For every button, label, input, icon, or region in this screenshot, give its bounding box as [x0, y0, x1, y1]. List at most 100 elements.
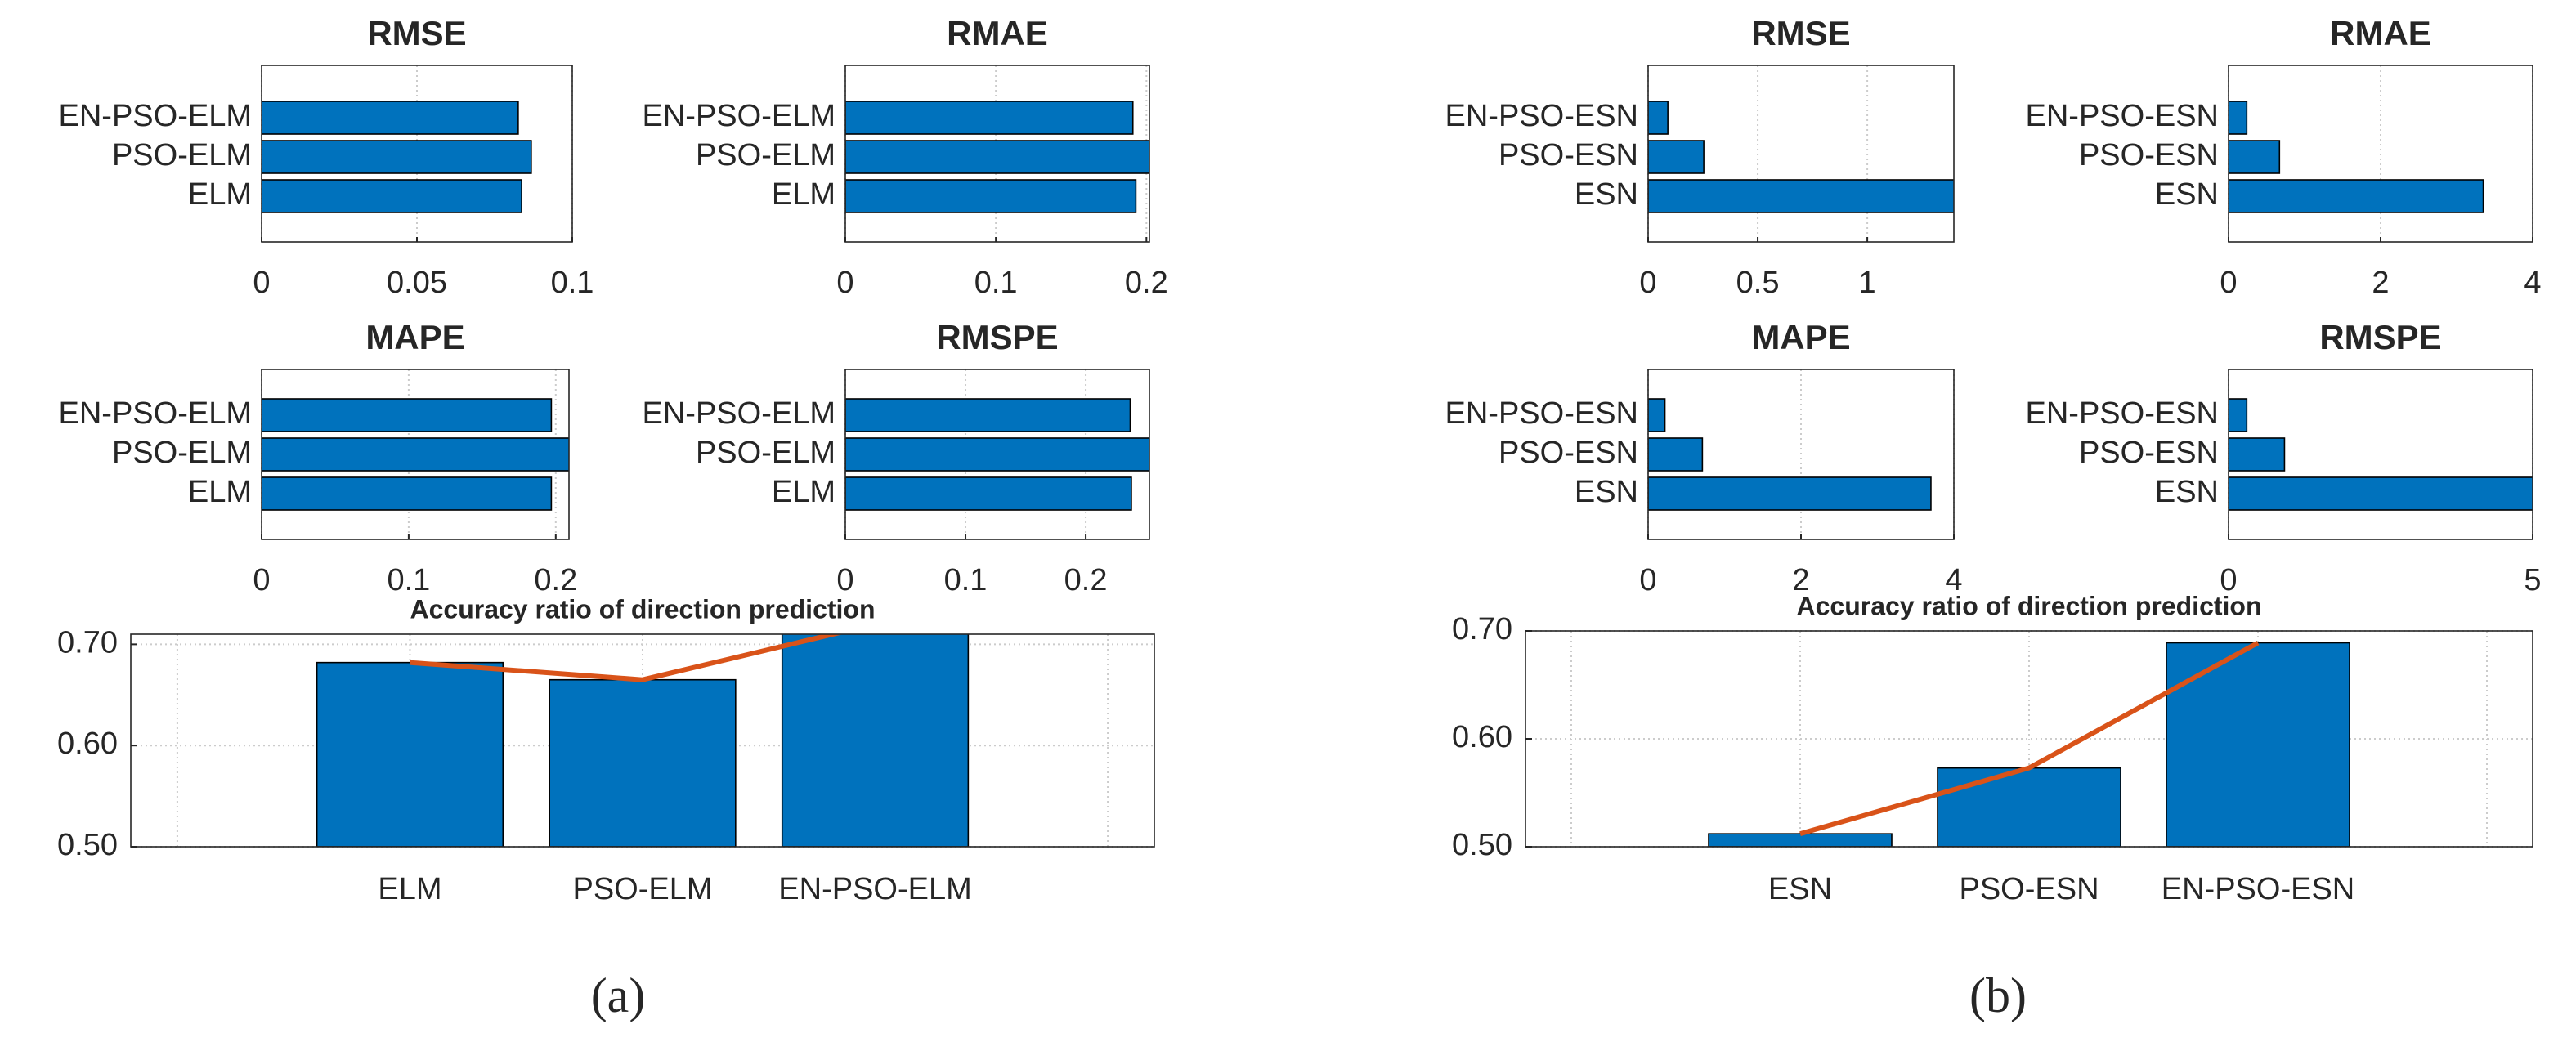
bar	[1648, 101, 1669, 135]
chart-title: RMAE	[947, 14, 1048, 52]
axes-box	[2228, 369, 2533, 540]
x-tick-label: 0	[2220, 563, 2237, 597]
bar	[845, 179, 1137, 213]
axes-box	[844, 369, 1150, 540]
axes-box	[844, 65, 1150, 243]
subplot: MAPE 0 0.1 0.2 ELM PSO-ELM EN-PSO-ELM	[59, 318, 578, 597]
y-tick-label: PSO-ESN	[2079, 436, 2219, 470]
bar	[2229, 140, 2281, 174]
x-tick-label: ELM	[378, 872, 441, 906]
x-tick-label: 0.5	[1736, 266, 1780, 300]
bar	[1648, 398, 1666, 432]
bar	[2166, 642, 2350, 847]
y-tick-label: EN-PSO-ELM	[59, 99, 252, 133]
bar	[262, 476, 553, 511]
line-series	[410, 634, 844, 682]
chart-title: RMAE	[2330, 14, 2431, 52]
axes-box	[130, 633, 1155, 848]
y-tick-label: EN-PSO-ELM	[643, 99, 836, 133]
x-tick-label: 0	[1639, 563, 1656, 597]
x-tick-label: 2	[2372, 266, 2389, 300]
x-tick-label: 0	[836, 266, 853, 300]
axes-box	[1647, 369, 1955, 540]
x-tick-label: 0	[836, 563, 853, 597]
bar	[1648, 140, 1705, 174]
y-tick-label: PSO-ELM	[696, 436, 836, 470]
x-tick-label: PSO-ELM	[572, 872, 712, 906]
bar	[316, 661, 504, 847]
x-tick-label: 0	[2220, 266, 2237, 300]
axes-box	[1647, 65, 1955, 243]
y-tick-label: PSO-ESN	[2079, 138, 2219, 172]
subplot: RMAE 0 2 4 ESN PSO-ESN EN-PSO-ESN	[2026, 14, 2542, 300]
y-tick-label: ESN	[1575, 475, 1638, 509]
bar	[845, 437, 1149, 472]
x-tick-label: 0.2	[534, 563, 577, 597]
x-tick-label: 0.1	[551, 266, 594, 300]
bar	[549, 678, 737, 847]
bar	[845, 140, 1149, 174]
y-tick-label: PSO-ELM	[112, 138, 252, 172]
bar	[781, 634, 970, 847]
bar	[845, 101, 1134, 135]
chart-title: MAPE	[1751, 318, 1850, 356]
bar	[845, 476, 1132, 511]
y-tick-label: EN-PSO-ESN	[1445, 99, 1638, 133]
panel-label: (b)	[1969, 968, 2027, 1022]
y-tick-label: EN-PSO-ELM	[59, 396, 252, 431]
x-tick-label: EN-PSO-ESN	[2162, 872, 2354, 906]
panel-label: (a)	[591, 968, 646, 1022]
x-tick-label: 0.2	[1125, 266, 1168, 300]
bar	[1648, 437, 1704, 472]
y-tick-label: PSO-ELM	[696, 138, 836, 172]
line-series	[1799, 640, 2260, 837]
subplot: Accuracy ratio of direction prediction 0.…	[57, 594, 1155, 906]
axes-box	[2228, 65, 2533, 243]
bar	[1648, 476, 1932, 511]
y-tick-label: EN-PSO-ESN	[2026, 396, 2219, 431]
bar	[845, 398, 1131, 432]
x-tick-label: 0.2	[1064, 563, 1108, 597]
bar	[2229, 437, 2286, 472]
bar	[1708, 833, 1893, 847]
subplot: RMSE 0 0.05 0.1 ELM PSO-ELM EN-PSO-ELM	[59, 14, 594, 300]
y-tick-label: ESN	[2155, 475, 2219, 509]
y-tick-label: EN-PSO-ELM	[643, 396, 836, 431]
bar	[262, 179, 522, 213]
y-tick-label: PSO-ESN	[1499, 436, 1638, 470]
y-tick-label: 0.50	[57, 828, 118, 862]
x-tick-label: 4	[2524, 266, 2541, 300]
x-tick-label: ESN	[1768, 872, 1832, 906]
axes-box	[1525, 630, 2533, 848]
subplot: RMSPE 0 5 ESN PSO-ESN EN-PSO-ESN	[2026, 318, 2542, 597]
chart-title: RMSE	[367, 14, 466, 52]
y-tick-label: ESN	[2155, 177, 2219, 212]
y-tick-label: 0.70	[57, 625, 118, 660]
y-tick-label: PSO-ESN	[1499, 138, 1638, 172]
subplot: RMSPE 0 0.1 0.2 ELM PSO-ELM EN-PSO-ELM	[643, 318, 1150, 597]
x-tick-label: 0.1	[974, 266, 1018, 300]
y-tick-label: ELM	[772, 177, 836, 212]
chart-title: RMSPE	[2319, 318, 2441, 356]
y-tick-label: EN-PSO-ESN	[1445, 396, 1638, 431]
x-tick-label: 4	[1945, 563, 1962, 597]
bar	[1648, 179, 1954, 213]
axes-box	[261, 65, 573, 243]
x-tick-label: PSO-ESN	[1959, 872, 2099, 906]
y-tick-label: ELM	[188, 177, 252, 212]
bar	[262, 101, 519, 135]
y-tick-label: 0.60	[57, 727, 118, 761]
bar	[2229, 101, 2248, 135]
bar	[262, 437, 569, 472]
chart-title: Accuracy ratio of direction prediction	[410, 594, 876, 624]
chart-title: RMSPE	[936, 318, 1058, 356]
y-tick-label: ELM	[188, 475, 252, 509]
y-tick-label: EN-PSO-ESN	[2026, 99, 2219, 133]
y-tick-label: ELM	[772, 475, 836, 509]
x-tick-label: 0.1	[944, 563, 988, 597]
x-tick-label: 0.1	[387, 563, 430, 597]
chart-title: Accuracy ratio of direction prediction	[1797, 591, 2262, 620]
bar	[1937, 767, 2121, 847]
